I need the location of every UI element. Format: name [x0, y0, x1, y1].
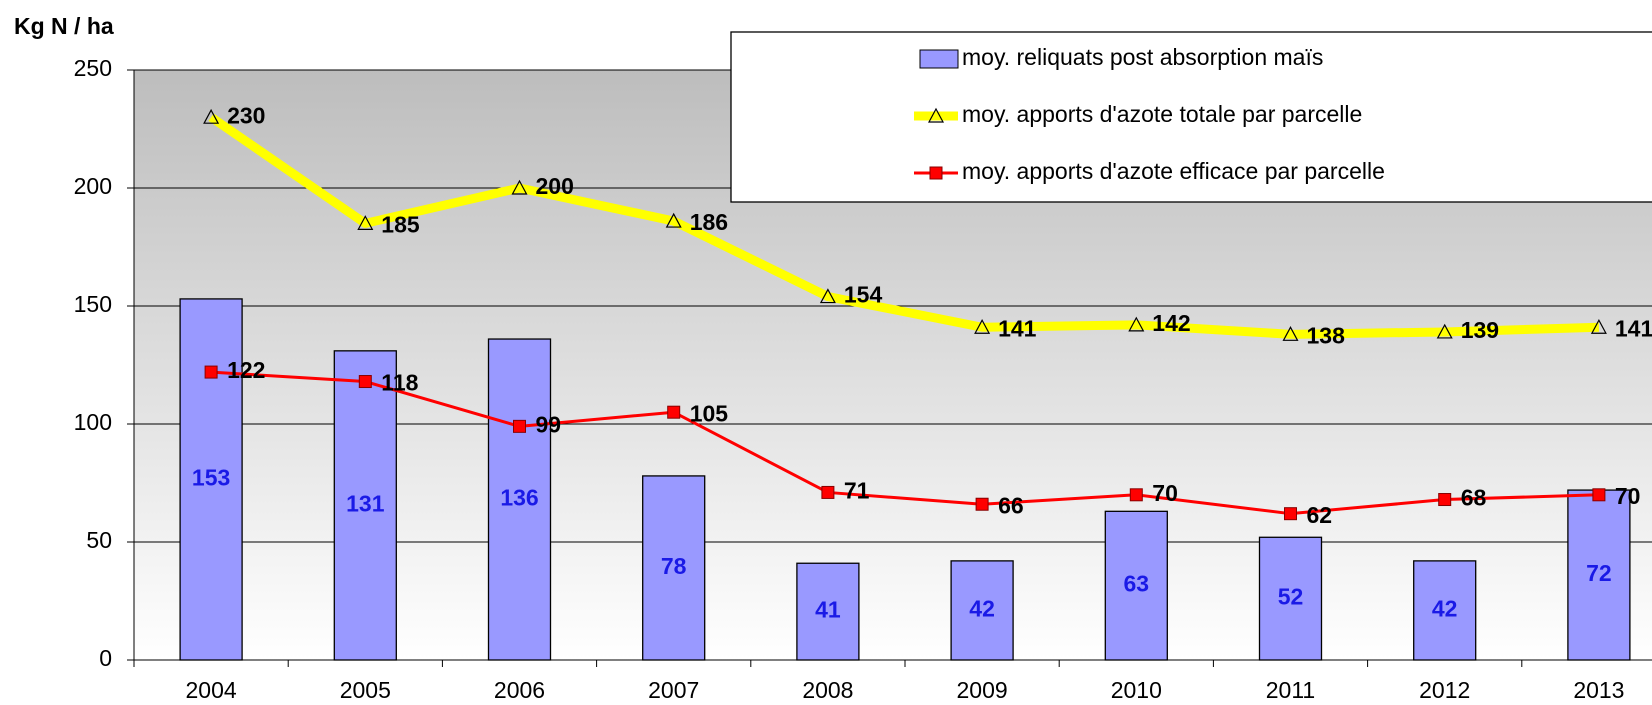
point-label: 66: [998, 492, 1024, 518]
line-marker: [1590, 318, 1607, 334]
line-marker: [1282, 326, 1299, 341]
bar: [796, 562, 860, 661]
bar: [642, 475, 706, 661]
bar-label: 63: [1124, 571, 1150, 597]
point-label: 141: [1615, 315, 1652, 341]
point-label: 230: [227, 102, 265, 128]
point-label: 141: [998, 315, 1037, 341]
line-marker: [357, 215, 374, 230]
point-label: 154: [844, 282, 883, 308]
point-label: 139: [1461, 317, 1499, 343]
bar: [1258, 536, 1323, 661]
line-marker: [1592, 488, 1606, 502]
bar: [1104, 510, 1168, 661]
bar-label: 136: [500, 485, 538, 511]
bar: [1567, 489, 1631, 661]
line-marker: [819, 288, 836, 304]
bar-label: 72: [1586, 560, 1612, 586]
line-marker: [1128, 316, 1145, 332]
point-label: 142: [1152, 310, 1190, 336]
y-axis-label: Kg N / ha: [14, 13, 114, 39]
bar-label: 52: [1278, 584, 1304, 610]
point-label: 68: [1461, 485, 1487, 511]
x-tick-label: 2011: [1266, 677, 1315, 703]
point-label: 118: [381, 370, 418, 396]
bar-label: 153: [192, 465, 230, 491]
point-label: 105: [690, 400, 729, 426]
line-marker: [513, 419, 526, 433]
legend-swatch: [919, 49, 959, 69]
point-label: 70: [1152, 480, 1178, 506]
point-label: 71: [844, 478, 870, 504]
bar-label: 42: [969, 596, 995, 622]
point-label: 186: [690, 209, 728, 235]
legend-marker: [929, 166, 943, 180]
line-marker: [975, 497, 989, 511]
legend-label: moy. reliquats post absorption maïs: [962, 44, 1323, 70]
line-marker: [821, 485, 835, 499]
point-label: 122: [227, 357, 265, 383]
point-label: 138: [1307, 322, 1346, 348]
line-marker: [1438, 493, 1452, 507]
x-tick-label: 2006: [494, 677, 545, 703]
line-marker: [1284, 507, 1297, 521]
legend-marker: [927, 107, 945, 123]
x-tick-label: 2012: [1419, 677, 1470, 703]
x-tick-label: 2013: [1573, 677, 1624, 703]
point-label: 200: [536, 173, 574, 199]
y-tick-label: 100: [74, 409, 112, 435]
x-tick-label: 2004: [186, 677, 237, 703]
x-tick-label: 2005: [340, 677, 391, 703]
point-label: 62: [1307, 502, 1333, 528]
legend: moy. reliquats post absorption maïs moy. …: [730, 31, 1652, 203]
bar-label: 42: [1432, 596, 1458, 622]
bar-label: 131: [346, 490, 385, 516]
bar: [179, 298, 243, 661]
bar: [333, 350, 397, 661]
point-label: 70: [1615, 483, 1641, 509]
y-tick-label: 200: [74, 173, 112, 199]
line-marker: [974, 318, 991, 334]
line-marker: [1129, 488, 1143, 502]
line-marker: [511, 179, 528, 195]
line-marker: [203, 108, 220, 124]
line-marker: [358, 375, 372, 389]
line: [208, 113, 1600, 339]
line-marker: [204, 365, 218, 379]
bar-label: 41: [815, 597, 841, 623]
x-tick-label: 2010: [1111, 677, 1162, 703]
bar: [950, 560, 1014, 661]
x-tick-label: 2007: [648, 677, 699, 703]
line-marker: [667, 405, 681, 419]
bar-label: 78: [661, 553, 687, 579]
legend-box: [730, 31, 1652, 203]
line-marker: [1436, 323, 1453, 339]
x-tick-label: 2008: [802, 677, 853, 703]
y-tick-label: 0: [99, 645, 112, 671]
x-tick-label: 2009: [957, 677, 1008, 703]
y-tick-label: 250: [74, 55, 112, 81]
legend-label: moy. apports d'azote efficace par parcel…: [962, 158, 1385, 184]
line: [211, 370, 1599, 516]
line-marker: [665, 212, 682, 228]
bar: [1413, 560, 1477, 661]
y-tick-label: 50: [86, 527, 112, 553]
point-label: 99: [536, 411, 562, 437]
point-label: 185: [381, 211, 420, 237]
y-tick-label: 150: [74, 291, 112, 317]
bar: [487, 338, 552, 661]
legend-label: moy. apports d'azote totale par parcelle: [962, 101, 1362, 127]
